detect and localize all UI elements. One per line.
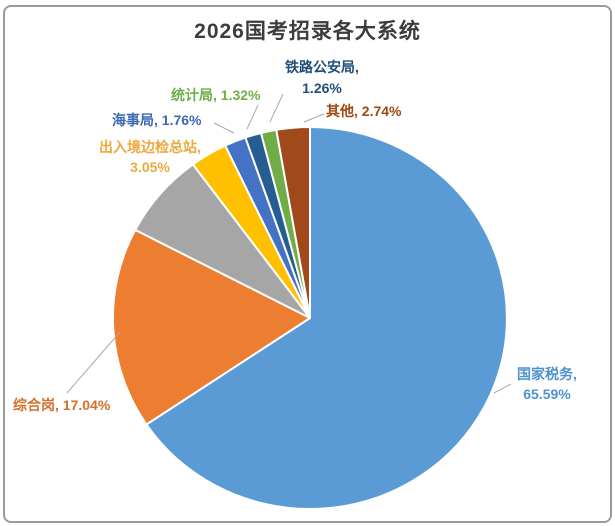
- label-text: 其他, 2.74%: [326, 103, 402, 119]
- pie-slices: [112, 125, 508, 510]
- label-tongji-ju: 统计局, 1.32%: [171, 85, 260, 105]
- label-text: 铁路公安局,: [285, 59, 359, 75]
- label-haishi-ju: 海事局, 1.76%: [112, 110, 201, 130]
- label-churujing-bianjian: 出入境边检总站, 3.05%: [70, 137, 230, 177]
- pie-slice-qita: [275, 125, 311, 319]
- label-text: 国家税务,: [517, 366, 577, 382]
- label-text: 海事局, 1.76%: [112, 112, 202, 128]
- leader-lines: [66, 93, 512, 394]
- leader-line-zonghe: [66, 331, 121, 394]
- pie-slice-guojia-shuiwu: [145, 126, 508, 510]
- label-text: 出入境边检总站,: [99, 139, 201, 155]
- leader-line-qita: [303, 113, 325, 123]
- leader-line-tongji: [246, 104, 259, 130]
- label-guojia-shuiwu: 国家税务, 65.59%: [482, 364, 612, 404]
- label-zonghe-gang: 综合岗, 17.04%: [13, 395, 110, 415]
- leader-line-tielu: [269, 93, 284, 123]
- leader-line-guojia: [493, 383, 512, 394]
- label-qita: 其他, 2.74%: [326, 101, 401, 121]
- pie-slice-zonghe-gang: [112, 228, 311, 426]
- label-tielu-gongan: 铁路公安局, 1.26%: [252, 57, 392, 99]
- label-text: 统计局, 1.32%: [171, 87, 261, 103]
- leader-line-haishi: [213, 122, 235, 134]
- chart-title: 2026国考招录各大系统: [194, 20, 421, 43]
- label-value: 3.05%: [130, 159, 170, 175]
- label-value: 1.26%: [302, 80, 342, 96]
- label-value: 65.59%: [523, 386, 571, 402]
- label-text: 综合岗, 17.04%: [13, 397, 111, 413]
